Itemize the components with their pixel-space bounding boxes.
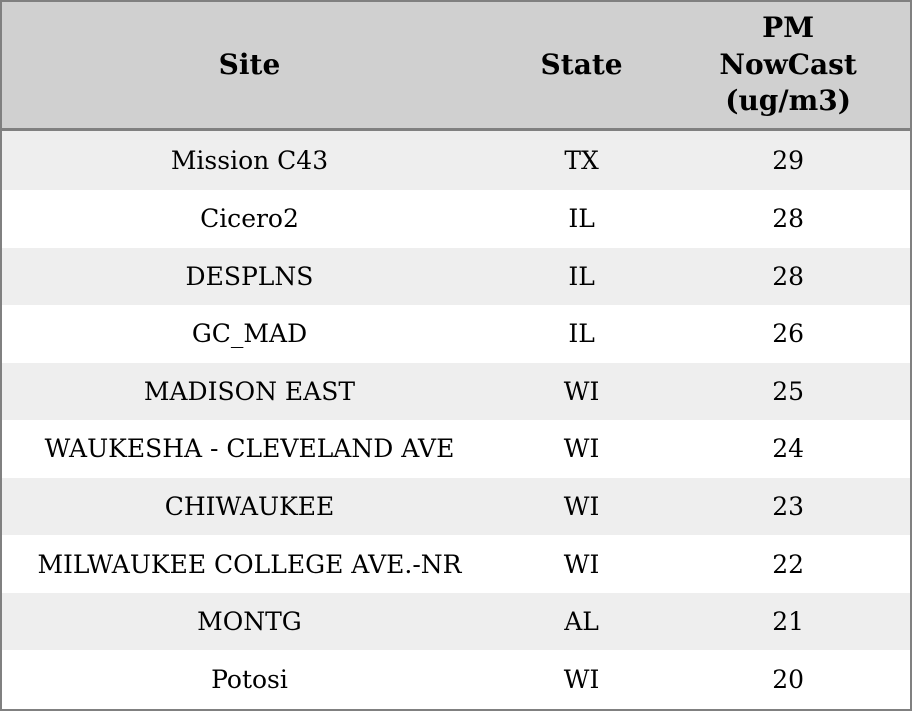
cell-site: DESPLNS: [185, 261, 314, 291]
table-row: CHIWAUKEE WI 23: [1, 477, 911, 536]
cell-state: WI: [563, 665, 600, 695]
cell-site: MONTG: [197, 607, 302, 637]
column-header-pm-nowcast: PM NowCast (ug/m3): [666, 1, 911, 131]
cell-pm: 22: [772, 549, 804, 579]
cell-site: MADISON EAST: [143, 376, 356, 406]
cell-pm: 26: [772, 319, 804, 349]
cell-pm: 20: [772, 665, 804, 695]
cell-site: MILWAUKEE COLLEGE AVE.-NR: [37, 549, 462, 579]
cell-site: CHIWAUKEE: [164, 492, 335, 522]
cell-site: Potosi: [211, 665, 288, 695]
cell-state: AL: [564, 607, 599, 637]
cell-state: WI: [563, 376, 600, 406]
table-row: DESPLNS IL 28: [1, 247, 911, 306]
table-row: MONTG AL 21: [1, 592, 911, 651]
table-row: GC_MAD IL 26: [1, 305, 911, 363]
table-row: Mission C43 TX 29: [1, 129, 911, 191]
table-body: Mission C43 TX 29 Cicero2 IL 28 DESPLNS …: [1, 129, 911, 710]
column-header-state: State: [496, 1, 667, 131]
table-row: MADISON EAST WI 25: [1, 362, 911, 421]
table-row: WAUKESHA - CLEVELAND AVE WI 24: [1, 420, 911, 478]
cell-state: TX: [564, 146, 599, 175]
cell-pm: 28: [772, 261, 804, 291]
cell-state: WI: [563, 434, 600, 464]
cell-pm: 28: [772, 204, 804, 234]
cell-pm: 25: [772, 376, 804, 406]
cell-pm: 23: [772, 492, 804, 522]
cell-state: IL: [568, 319, 595, 349]
cell-state: WI: [563, 492, 600, 522]
cell-pm: 29: [772, 146, 804, 175]
header-row: Site State PM NowCast (ug/m3): [1, 1, 911, 131]
cell-site: GC_MAD: [191, 319, 308, 349]
cell-pm: 24: [772, 434, 804, 464]
cell-site: Mission C43: [170, 146, 329, 175]
cell-pm: 21: [772, 607, 804, 637]
cell-state: IL: [568, 261, 595, 291]
cell-site: Cicero2: [200, 204, 299, 234]
table-row: Cicero2 IL 28: [1, 190, 911, 248]
table-row: Potosi WI 20: [1, 650, 911, 710]
column-header-site: Site: [1, 1, 497, 131]
cell-state: IL: [568, 204, 595, 234]
table-header: Site State PM NowCast (ug/m3): [1, 1, 911, 131]
table-row: MILWAUKEE COLLEGE AVE.-NR WI 22: [1, 535, 911, 593]
cell-site: WAUKESHA - CLEVELAND AVE: [44, 434, 455, 464]
cell-state: WI: [563, 549, 600, 579]
